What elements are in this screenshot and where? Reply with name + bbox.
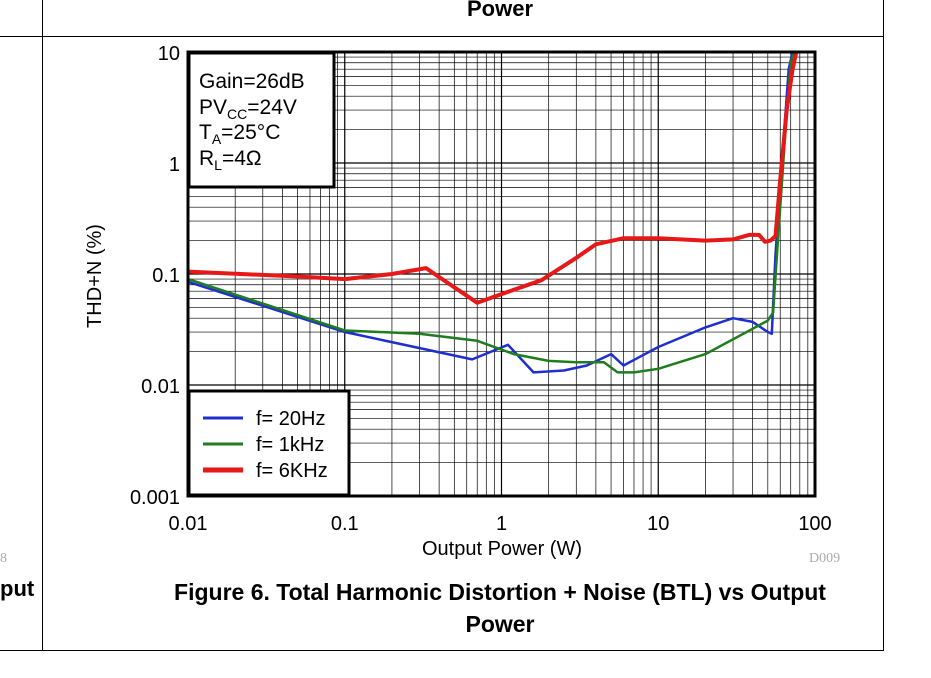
x-tick-label: 0.1	[331, 513, 359, 535]
pvcc-value: =24V	[247, 96, 297, 119]
condition-gain: Gain=26dB	[199, 70, 305, 93]
x-tick-label: 1	[496, 513, 507, 535]
ta-value: =25°C	[221, 121, 280, 144]
rl-prefix: R	[199, 147, 214, 170]
tick-labels: 0.01 0.1 1 10 100 0.001 0.01 0.1 1 10	[130, 43, 832, 535]
x-tick-label: 0.01	[169, 513, 208, 535]
ta-prefix: T	[199, 121, 212, 144]
pvcc-prefix: PV	[199, 96, 227, 119]
series-line-2	[187, 51, 796, 374]
y-tick-label: 0.1	[152, 265, 180, 287]
caption-line-1: Figure 6. Total Harmonic Distortion + No…	[174, 579, 826, 605]
frame-left-divider	[42, 0, 43, 651]
figure-caption: Figure 6. Total Harmonic Distortion + No…	[100, 576, 900, 640]
legend: f= 20Hz f= 1kHz f= 6KHz	[187, 389, 351, 497]
rl-value: =4Ω	[222, 147, 262, 170]
caption-line-2: Power	[465, 611, 535, 637]
x-axis-label: Output Power (W)	[422, 538, 582, 560]
rl-sub: L	[214, 157, 222, 173]
conditions-box: Gain=26dB PVCC=24V TA=25°C RL=4Ω	[187, 51, 336, 189]
y-tick-label: 1	[169, 154, 180, 176]
series-line-1	[187, 51, 794, 374]
left-caption-fragment: put	[0, 576, 35, 601]
condition-rl: RL=4Ω	[199, 147, 262, 173]
ta-sub: A	[212, 131, 222, 147]
y-tick-label: 0.001	[130, 487, 180, 509]
x-tick-label: 10	[647, 513, 669, 535]
series-lines	[187, 51, 799, 374]
legend-label: f= 20Hz	[256, 408, 325, 430]
y-axis-label: THD+N (%)	[84, 224, 106, 328]
frame-right-line	[883, 0, 884, 651]
previous-figure-title-fragment: Power	[466, 0, 534, 21]
plot-border	[186, 50, 817, 498]
y-tick-label: 0.01	[141, 376, 180, 398]
condition-pvcc: PVCC=24V	[199, 96, 297, 122]
figure-code: D009	[809, 551, 841, 566]
pvcc-sub: CC	[227, 106, 247, 122]
frame-top-line	[0, 36, 884, 37]
condition-ta: TA=25°C	[199, 121, 280, 147]
left-figure-code-fragment: 8	[0, 551, 7, 566]
y-tick-label: 10	[158, 43, 180, 65]
legend-label: f= 6KHz	[256, 460, 328, 482]
frame-bottom-line	[0, 650, 884, 651]
legend-label: f= 1kHz	[256, 434, 324, 456]
series-line-3	[187, 51, 799, 305]
x-tick-label: 100	[798, 513, 831, 535]
